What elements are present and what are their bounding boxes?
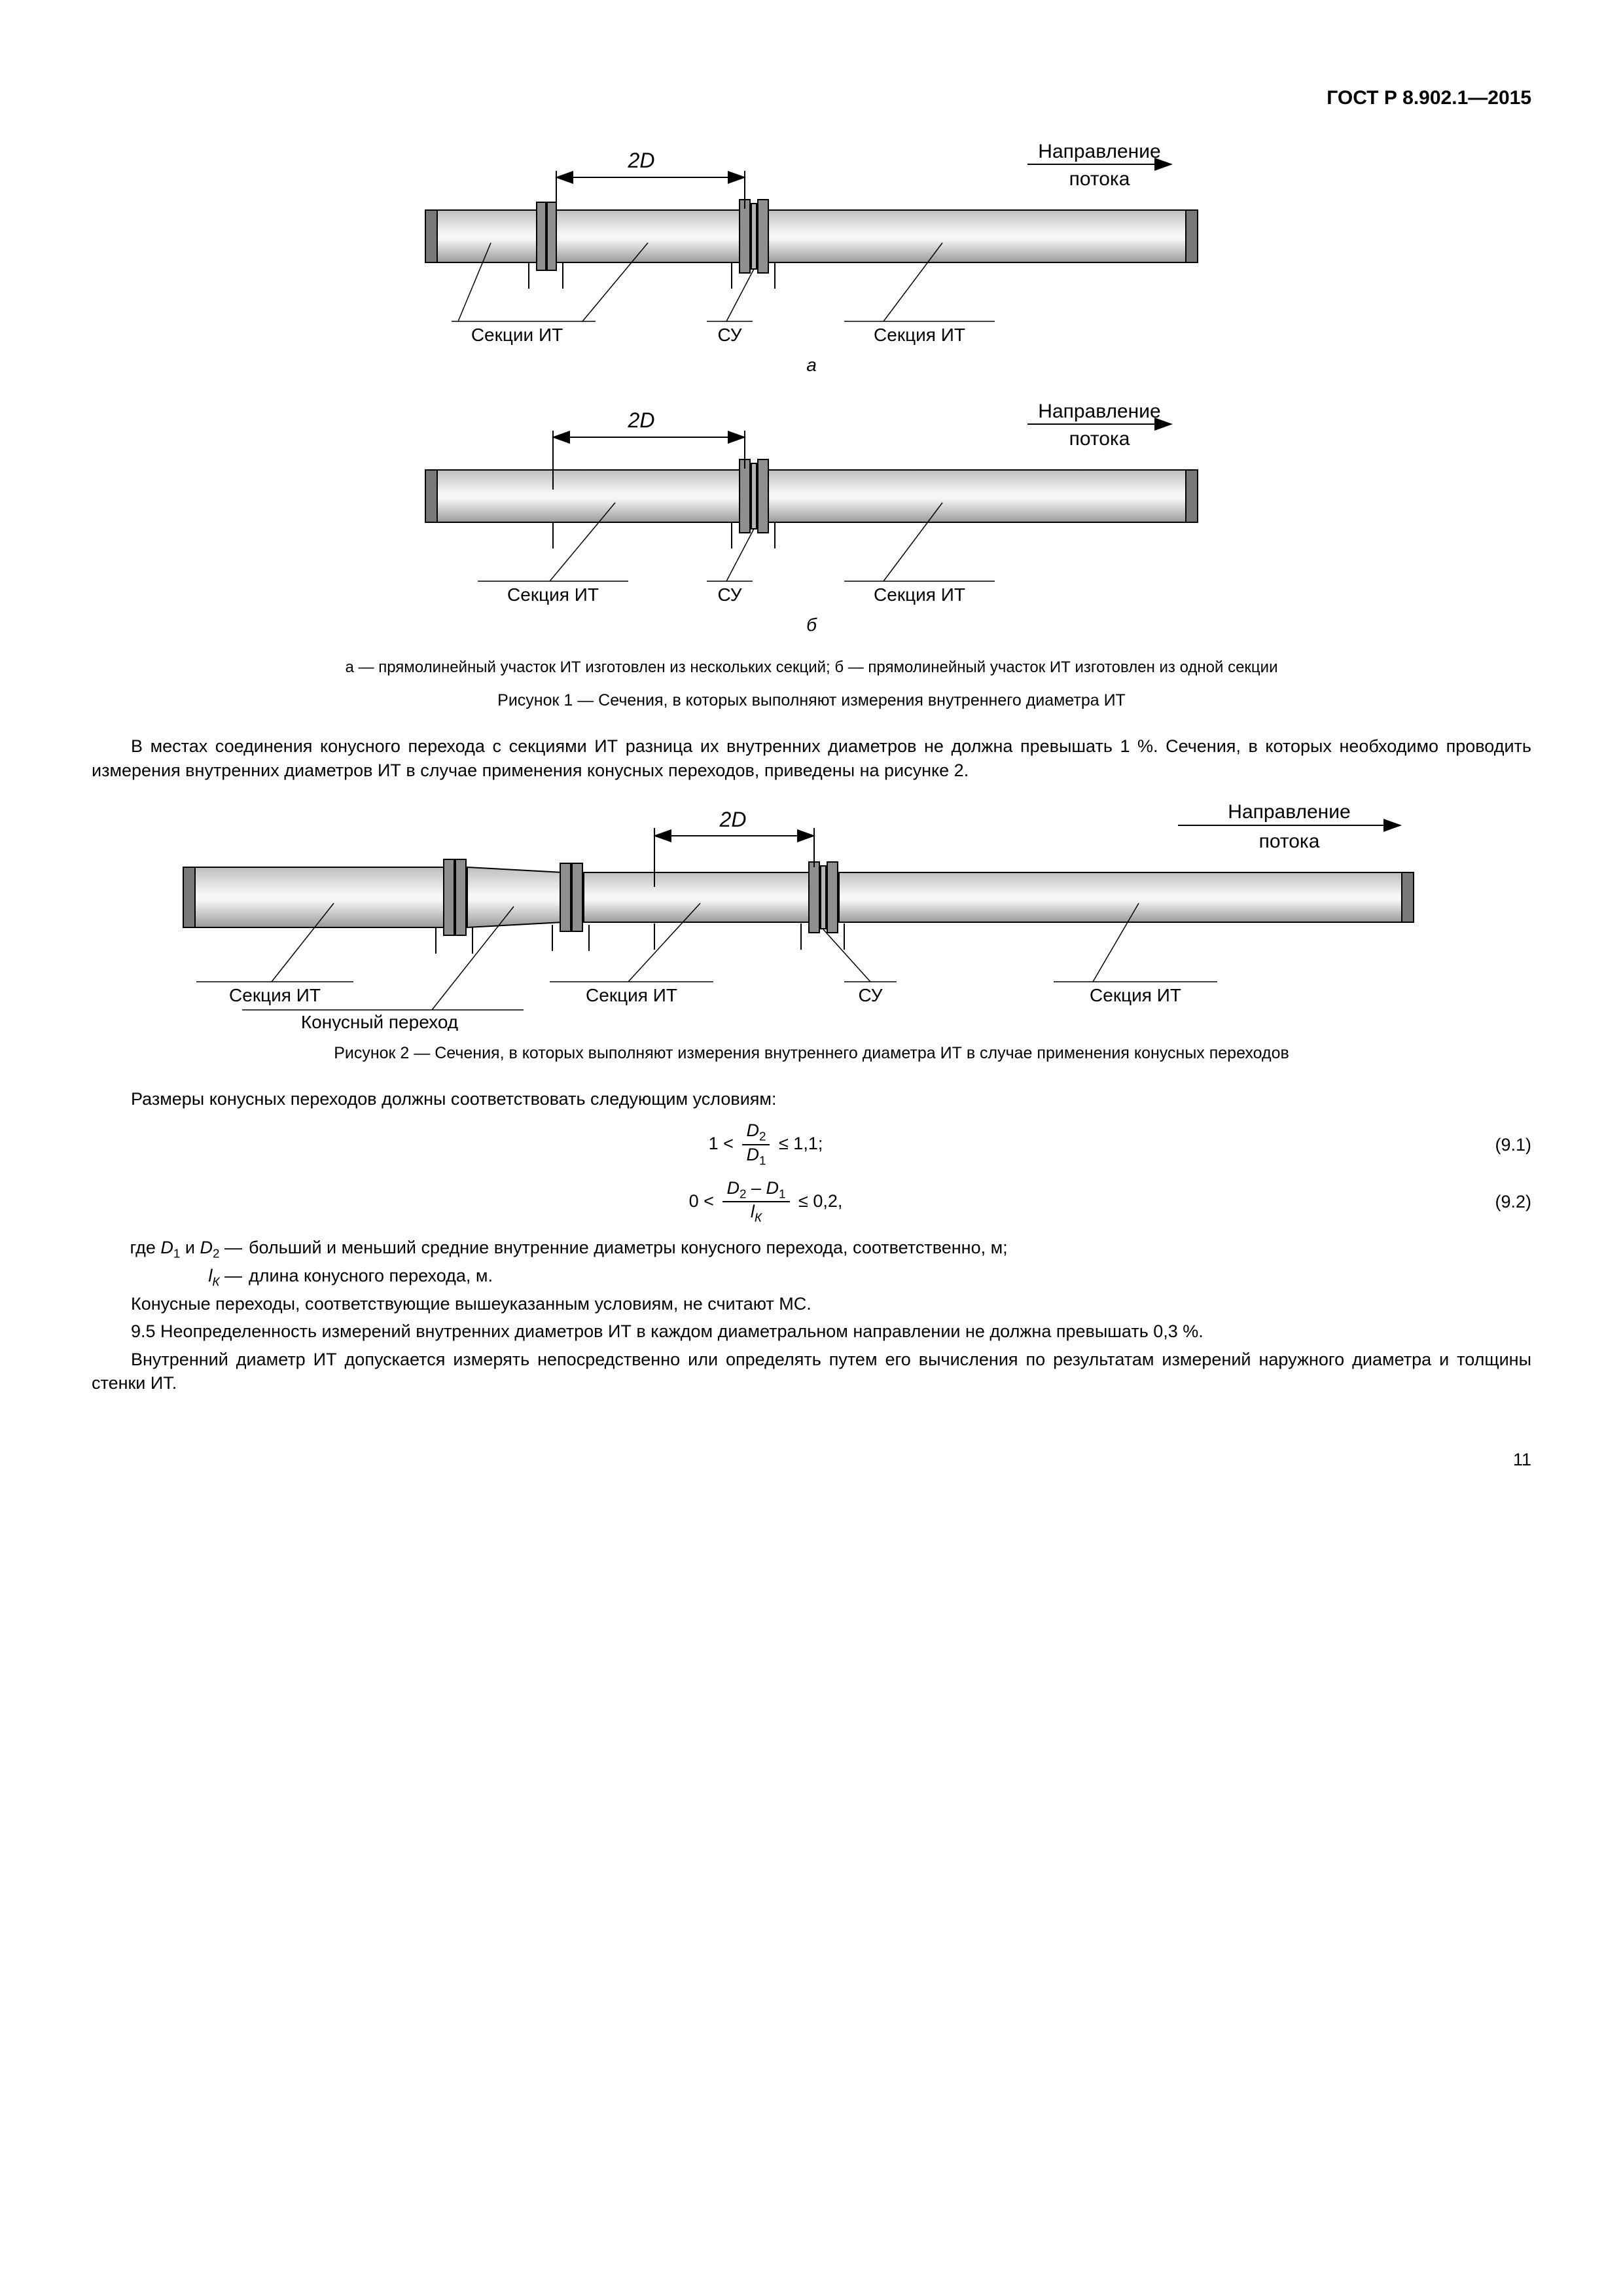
fig2-label-right: Секция ИТ [1090,985,1181,1005]
fig1a-dim: 2D [628,149,655,172]
fig2-label-cone: Конусный переход [301,1012,458,1031]
figure-1: 2D Направление потока Секции ИТ СУ Секци… [92,132,1531,638]
paragraph-5: Внутренний диаметр ИТ допускается измеря… [92,1348,1531,1395]
fig1b-dim: 2D [628,408,655,432]
figure-2-svg: 2D Направление потока Секция ИТ Конусный… [157,795,1466,1031]
equation-9-2: 0 < D2 – D1 lК ≤ 0,2, (9.2) [92,1179,1531,1225]
svg-text:потока: потока [1069,428,1130,450]
figure-2: 2D Направление потока Секция ИТ Конусный… [92,795,1531,1031]
figure-1b-svg: 2D Направление потока Секция ИТ СУ Секци… [386,391,1237,607]
page-number: 11 [92,1448,1531,1471]
figure-1-caption: Рисунок 1 — Сечения, в которых выполняют… [92,690,1531,712]
fig1a-label-su: СУ [717,325,741,345]
fig2-dim: 2D [719,808,747,831]
standard-code: ГОСТ Р 8.902.1—2015 [92,85,1531,112]
svg-text:Направление: Направление [1228,801,1350,823]
equation-9-1: 1 < D2 D1 ≤ 1,1; (9.1) [92,1121,1531,1168]
equation-9-1-ref: (9.1) [1440,1133,1531,1157]
fig2-label-mid: Секция ИТ [586,985,677,1005]
paragraph-4: 9.5 Неопределенность измерений внутренни… [92,1319,1531,1343]
paragraph-3: Конусные переходы, соответствующие вышеу… [92,1292,1531,1316]
figure-1a-svg: 2D Направление потока Секции ИТ СУ Секци… [386,132,1237,348]
paragraph-2: Размеры конусных переходов должны соотве… [92,1087,1531,1111]
fig2-label-su: СУ [858,985,882,1005]
fig1b-label-su: СУ [717,584,741,605]
svg-text:потока: потока [1259,831,1320,852]
fig1a-flow-bot: потока [1069,168,1130,190]
paragraph-1: В местах соединения конусного перехода с… [92,734,1531,782]
equation-9-2-ref: (9.2) [1440,1190,1531,1213]
where-block: где D1 и D2 — больший и меньший средние … [92,1236,1531,1291]
figure-1a-sublabel: а [92,353,1531,378]
fig2-label-left: Секция ИТ [229,985,321,1005]
figure-1-legend: а — прямолинейный участок ИТ изготовлен … [92,657,1531,678]
figure-2-caption: Рисунок 2 — Сечения, в которых выполняют… [92,1043,1531,1065]
fig1a-label-sections: Секции ИТ [471,325,563,345]
fig1a-label-section: Секция ИТ [874,325,965,345]
fig1b-label-right: Секция ИТ [874,584,965,605]
fig1a-flow-top: Направление [1038,141,1160,162]
fig1b-label-left: Секция ИТ [507,584,599,605]
figure-1b-sublabel: б [92,613,1531,637]
svg-text:Направление: Направление [1038,401,1160,422]
